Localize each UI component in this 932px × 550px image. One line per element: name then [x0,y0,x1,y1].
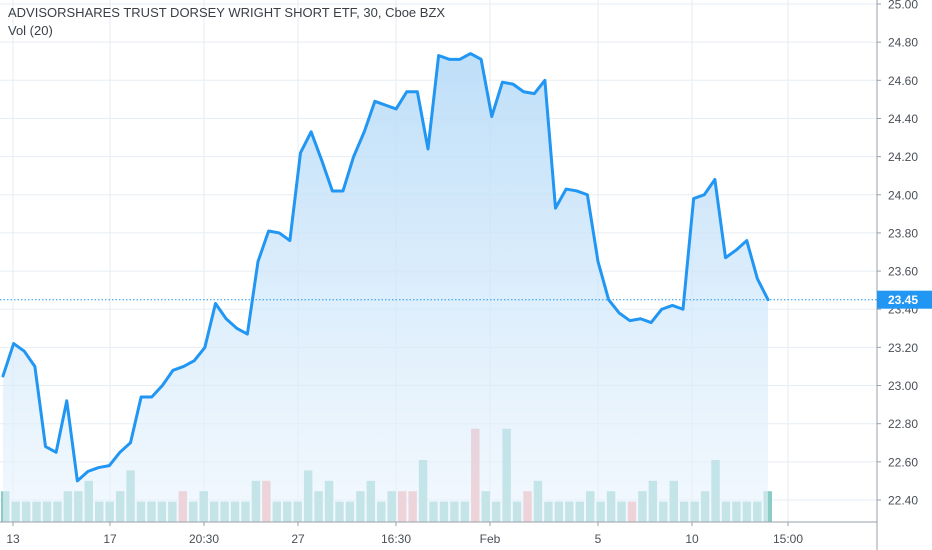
x-tick-label: 5 [595,532,602,546]
price-series-line [1,52,770,483]
x-tick-label: 27 [291,532,305,546]
x-tick-label: 17 [103,532,117,546]
y-tick-label: 24.60 [888,74,918,88]
y-axis-labels: 22.4022.6022.8023.0023.2023.4023.6023.80… [877,0,918,508]
last-price-label: 23.45 [888,293,918,307]
x-tick-label: 10 [685,532,699,546]
y-tick-label: 23.20 [888,341,918,355]
y-tick-label: 23.80 [888,226,918,240]
price-area-fill [3,53,768,522]
y-tick-label: 22.80 [888,417,918,431]
chart-legend: ADVISORSHARES TRUST DORSEY WRIGHT SHORT … [8,4,445,40]
last-price-marker: 23.45 [0,290,932,309]
x-tick-label: 16:30 [381,532,411,546]
x-tick-label: Feb [480,532,501,546]
x-axis-labels: 13 17 20:30 27 16:30 Feb 5 10 15:00 [6,522,803,546]
volume-indicator-label: Vol (20) [8,23,53,38]
y-tick-label: 24.80 [888,36,918,50]
y-tick-label: 23.00 [888,379,918,393]
x-tick-label: 15:00 [773,532,803,546]
x-tick-label: 20:30 [189,532,219,546]
y-tick-label: 24.20 [888,150,918,164]
y-tick-label: 23.60 [888,265,918,279]
price-area [3,53,768,522]
y-tick-label: 25.00 [888,0,918,12]
axes [0,0,878,550]
price-line [1,52,770,483]
y-tick-label: 24.40 [888,112,918,126]
chart-title: ADVISORSHARES TRUST DORSEY WRIGHT SHORT … [8,5,446,20]
last-price-badge [877,290,932,309]
y-tick-label: 22.60 [888,455,918,469]
x-tick-label: 13 [6,532,20,546]
y-tick-label: 22.40 [888,494,918,508]
y-tick-label: 24.00 [888,188,918,202]
